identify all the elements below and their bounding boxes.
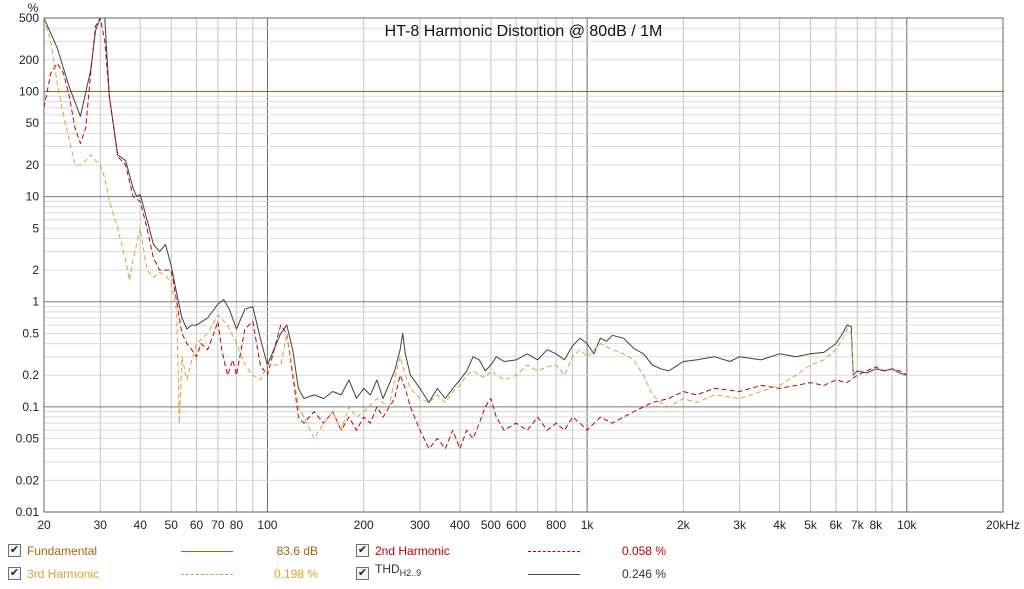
x-tick-label: 50: [165, 518, 179, 532]
y-tick-label: 500: [19, 11, 39, 25]
3rd-harmonic-value: 0.198 %: [273, 567, 318, 581]
x-tick-label: 5k: [804, 518, 818, 532]
x-tick-label: 2k: [677, 518, 691, 532]
x-tick-label: 30: [94, 518, 108, 532]
chart-title: HT-8 Harmonic Distortion @ 80dB / 1M: [385, 23, 663, 40]
x-tick-label: 3k: [733, 518, 747, 532]
y-tick-label: 5: [32, 221, 39, 235]
fundamental-line-sample: [181, 551, 233, 552]
y-axis-unit: %: [28, 1, 39, 15]
thd-label-subscript: H2..9: [399, 568, 422, 578]
legend-item-fundamental[interactable]: ✔ Fundamental 83.6 dB: [8, 544, 338, 562]
2nd-harmonic-label: 2nd Harmonic: [375, 544, 450, 558]
legend-item-2nd-harmonic[interactable]: ✔ 2nd Harmonic 0.058 %: [356, 544, 686, 562]
thd-label-main: THD: [375, 562, 400, 576]
series-line-3rd-harmonic: [43, 17, 854, 439]
3rd-harmonic-line-sample: [181, 574, 233, 575]
legend: ✔ Fundamental 83.6 dB ✔ 2nd Harmonic 0.0…: [0, 536, 1024, 589]
2nd-harmonic-line-sample: [528, 551, 580, 552]
3rd-harmonic-label: 3rd Harmonic: [27, 567, 100, 581]
x-tick-label: 40: [134, 518, 148, 532]
x-tick-label: 10k: [897, 518, 917, 532]
thd-value: 0.246 %: [621, 567, 666, 581]
y-tick-label: 0.1: [22, 400, 39, 414]
legend-item-thd[interactable]: ✔ THDH2..9 0.246 %: [356, 562, 686, 585]
x-tick-label: 200: [354, 518, 374, 532]
harmonic-distortion-chart: 20 30 40 50 60 70 80 100 200 300 400 500 600 800 1k 2k 3…: [16, 1, 1020, 532]
x-tick-label: 8k: [869, 518, 883, 532]
x-tick-label: 4k: [773, 518, 787, 532]
thd-line-sample: [528, 574, 580, 575]
series-line-2nd-harmonic: [43, 17, 908, 450]
legend-item-3rd-harmonic[interactable]: ✔ 3rd Harmonic 0.198 %: [8, 567, 338, 585]
fundamental-value: 83.6 dB: [276, 544, 318, 558]
x-tick-label: 500: [481, 518, 501, 532]
x-tick-label: 1k: [581, 518, 595, 532]
3rd-harmonic-checkbox[interactable]: ✔: [8, 567, 21, 580]
2nd-harmonic-checkbox[interactable]: ✔: [356, 544, 369, 557]
x-tick-label: 100: [257, 518, 277, 532]
x-tick-label: 7k: [851, 518, 865, 532]
y-tick-label: 2: [32, 263, 39, 277]
x-tick-label: 800: [546, 518, 566, 532]
x-tick-label: 300: [410, 518, 430, 532]
plot-frame: [43, 17, 1004, 513]
x-tick-label: 80: [230, 518, 244, 532]
fundamental-checkbox[interactable]: ✔: [8, 544, 21, 557]
thd-label: THDH2..9: [375, 562, 422, 578]
x-tick-label: 60: [190, 518, 204, 532]
y-tick-label: 0.2: [22, 368, 39, 382]
fundamental-label: Fundamental: [27, 544, 98, 558]
x-tick-label: 70: [211, 518, 225, 532]
y-tick-label: 0.01: [16, 505, 40, 519]
y-tick-label: 50: [26, 116, 40, 130]
plot-area: [44, 18, 1003, 512]
y-tick-label: 20: [26, 158, 40, 172]
y-tick-label: 100: [19, 84, 39, 98]
y-tick-label: 1: [32, 295, 39, 309]
y-tick-label: 0.5: [22, 326, 39, 340]
2nd-harmonic-value: 0.058 %: [621, 544, 666, 558]
x-tick-label: 400: [450, 518, 470, 532]
y-tick-label: 10: [26, 190, 40, 204]
x-tick-label: 6k: [830, 518, 844, 532]
series-line-thd: [43, 17, 907, 403]
y-tick-label: 0.02: [16, 473, 40, 487]
thd-checkbox[interactable]: ✔: [356, 567, 369, 580]
x-tick-label: 20kHz: [986, 518, 1020, 532]
x-tick-label: 600: [506, 518, 526, 532]
tick-labels: 20 30 40 50 60 70 80 100 200 300 400 500 600 800 1k 2k 3…: [16, 11, 1020, 532]
series-layer: [43, 17, 1003, 450]
y-tick-label: 0.05: [16, 432, 40, 446]
y-tick-label: 200: [19, 53, 39, 67]
x-tick-label: 20: [37, 518, 51, 532]
